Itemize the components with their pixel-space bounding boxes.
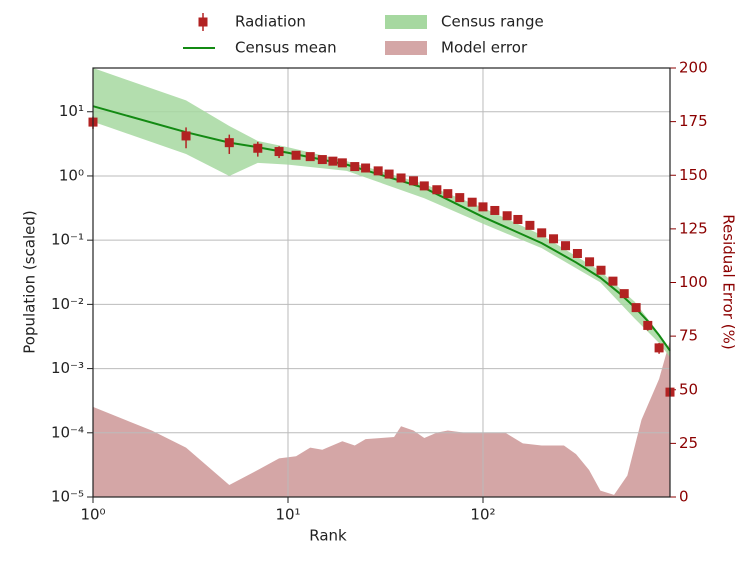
y-tick-label: 10⁻⁵ (51, 488, 84, 506)
range-band (93, 68, 670, 358)
y2-tick-label: 25 (679, 434, 698, 452)
plot-frame (92, 67, 671, 498)
data-point (350, 162, 360, 172)
data-point (181, 131, 191, 141)
data-point (654, 343, 664, 353)
y2-tick-label: 125 (679, 219, 708, 237)
y-tick-label: 10¹ (59, 102, 84, 120)
data-point (619, 289, 629, 299)
data-point (224, 138, 234, 148)
y-axis-label: Population (scaled) (21, 210, 39, 353)
data-point (596, 265, 606, 275)
y2-tick-label: 175 (679, 112, 708, 130)
data-point (305, 152, 315, 162)
mean-line (92, 105, 671, 352)
data-point (631, 303, 641, 313)
legend-label: Census mean (235, 39, 337, 57)
y-tick-label: 10⁻¹ (51, 231, 84, 249)
legend-label: Radiation (235, 13, 306, 31)
y2-axis-label: Residual Error (%) (720, 214, 738, 349)
y-tick-label: 10⁻⁴ (51, 423, 84, 441)
data-point (443, 189, 453, 199)
legend-marker (198, 17, 208, 27)
data-point (478, 202, 488, 212)
data-point (502, 211, 512, 221)
y2-tick-label: 75 (679, 327, 698, 345)
x-tick-label: 10⁰ (80, 506, 105, 524)
x-axis-label: Rank (309, 527, 347, 545)
data-point (373, 166, 383, 176)
data-point (513, 214, 523, 224)
data-point (455, 193, 465, 203)
y-tick-label: 10⁰ (59, 166, 84, 184)
y2-tick-label: 150 (679, 166, 708, 184)
data-point (572, 248, 582, 258)
data-point (419, 181, 429, 191)
y-tick-label: 10⁻² (51, 295, 84, 313)
y2-tick-label: 50 (679, 380, 698, 398)
data-point (608, 276, 618, 286)
data-point (561, 241, 571, 251)
data-point (396, 173, 406, 183)
legend-label: Census range (441, 13, 544, 31)
data-point (328, 156, 338, 166)
data-point (317, 155, 327, 165)
data-point (643, 320, 653, 330)
data-point (537, 228, 547, 238)
legend-label: Model error (441, 39, 528, 57)
data-point (291, 150, 301, 160)
y2-tick-label: 100 (679, 273, 708, 291)
x-tick-label: 10¹ (275, 506, 300, 524)
legend-marker (385, 15, 427, 29)
y2-tick-label: 0 (679, 488, 689, 506)
data-point (384, 169, 394, 179)
data-point (408, 176, 418, 186)
data-point (432, 185, 442, 195)
data-point (490, 205, 500, 215)
data-point (253, 143, 263, 153)
x-tick-label: 10² (470, 506, 495, 524)
error-area (93, 340, 670, 497)
data-point (274, 147, 284, 157)
data-point (549, 234, 559, 244)
data-point (525, 220, 535, 230)
data-point (467, 197, 477, 207)
data-point (361, 163, 371, 173)
y2-tick-label: 200 (679, 59, 708, 77)
data-point (337, 158, 347, 168)
legend-marker (385, 41, 427, 55)
data-point (585, 257, 595, 267)
y-tick-label: 10⁻³ (51, 359, 84, 377)
